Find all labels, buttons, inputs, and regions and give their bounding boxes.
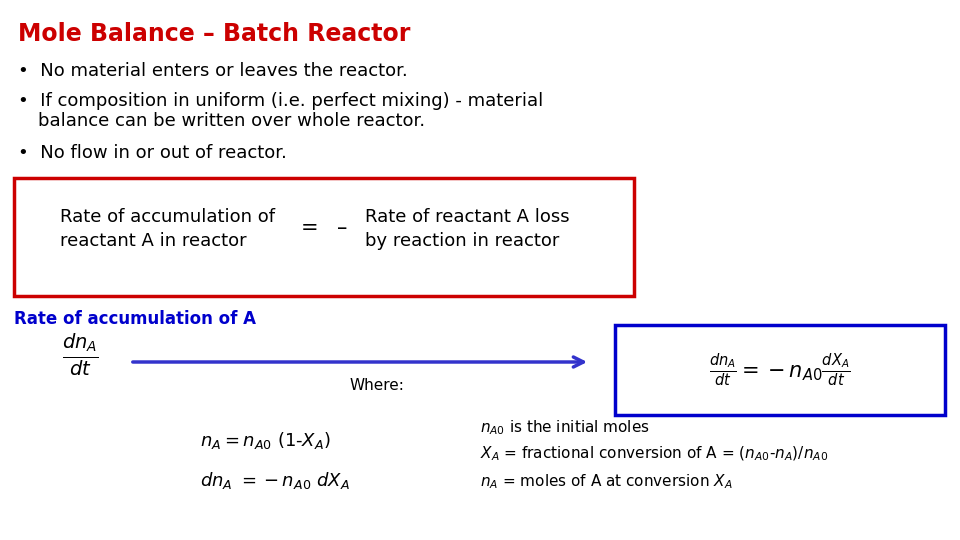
Text: $n_A = n_{A0}\ (1\text{-}X_A)$: $n_A = n_{A0}\ (1\text{-}X_A)$	[200, 430, 331, 451]
Bar	[615, 325, 945, 415]
Text: Where:: Where:	[350, 378, 405, 393]
Text: by reaction in reactor: by reaction in reactor	[365, 232, 560, 250]
Text: $dn_A\ = -n_{A0}\ dX_A$: $dn_A\ = -n_{A0}\ dX_A$	[200, 470, 349, 491]
Text: =: =	[301, 218, 319, 238]
Text: $n_A$ = moles of A at conversion $X_A$: $n_A$ = moles of A at conversion $X_A$	[480, 472, 732, 491]
Text: Rate of reactant A loss: Rate of reactant A loss	[365, 208, 569, 226]
Text: –: –	[337, 218, 348, 238]
Text: $\frac{dn_A}{dt} = -n_{A0}\frac{dX_A}{dt}$: $\frac{dn_A}{dt} = -n_{A0}\frac{dX_A}{dt…	[709, 352, 851, 388]
Text: •  If composition in uniform (i.e. perfect mixing) - material: • If composition in uniform (i.e. perfec…	[18, 92, 543, 110]
FancyArrowPatch shape	[132, 357, 584, 367]
Text: •  No flow in or out of reactor.: • No flow in or out of reactor.	[18, 144, 287, 162]
Text: balance can be written over whole reactor.: balance can be written over whole reacto…	[38, 112, 425, 130]
Text: reactant A in reactor: reactant A in reactor	[60, 232, 247, 250]
Text: $X_A$ = fractional conversion of A = $(n_{A0}$-$n_A)/n_{A0}$: $X_A$ = fractional conversion of A = $(n…	[480, 445, 828, 463]
Text: Rate of accumulation of: Rate of accumulation of	[60, 208, 275, 226]
Text: Mole Balance – Batch Reactor: Mole Balance – Batch Reactor	[18, 22, 410, 46]
Text: •  No material enters or leaves the reactor.: • No material enters or leaves the react…	[18, 62, 408, 80]
Text: $n_{A0}$ is the initial moles: $n_{A0}$ is the initial moles	[480, 418, 650, 437]
Text: Rate of accumulation of A: Rate of accumulation of A	[14, 310, 256, 328]
Text: $\frac{dn_A}{dt}$: $\frac{dn_A}{dt}$	[61, 332, 98, 379]
Bar	[14, 178, 634, 296]
